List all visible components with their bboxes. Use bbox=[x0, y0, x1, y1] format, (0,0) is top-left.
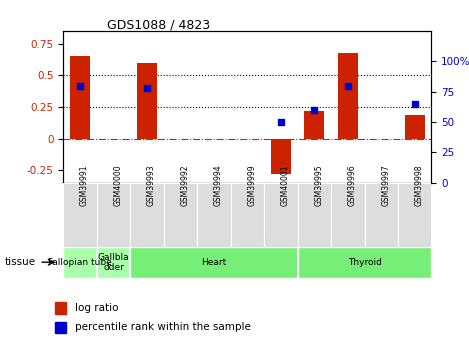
Text: Thyroid: Thyroid bbox=[348, 258, 381, 267]
Bar bbox=[304, 111, 325, 139]
Bar bbox=[63, 183, 97, 247]
Bar bbox=[55, 303, 66, 314]
Bar bbox=[70, 56, 90, 139]
Text: Fallopian tube: Fallopian tube bbox=[48, 258, 112, 267]
Bar bbox=[55, 322, 66, 333]
Bar bbox=[338, 52, 358, 139]
Text: GSM40001: GSM40001 bbox=[281, 164, 290, 206]
Bar bbox=[364, 183, 398, 247]
Bar bbox=[298, 247, 431, 278]
Text: Gallbla
dder: Gallbla dder bbox=[98, 253, 129, 272]
Bar bbox=[130, 183, 164, 247]
Text: GSM39999: GSM39999 bbox=[248, 164, 257, 206]
Bar bbox=[197, 183, 231, 247]
Bar bbox=[164, 183, 197, 247]
Bar bbox=[97, 247, 130, 278]
Bar bbox=[231, 183, 264, 247]
Text: GSM40000: GSM40000 bbox=[113, 164, 122, 206]
Bar bbox=[405, 115, 425, 139]
Text: percentile rank within the sample: percentile rank within the sample bbox=[75, 322, 250, 332]
Text: GSM39996: GSM39996 bbox=[348, 164, 357, 206]
Bar bbox=[137, 63, 157, 139]
Text: Heart: Heart bbox=[201, 258, 227, 267]
Text: GDS1088 / 4823: GDS1088 / 4823 bbox=[107, 18, 211, 31]
Text: GSM39998: GSM39998 bbox=[415, 164, 424, 206]
Bar bbox=[130, 247, 298, 278]
Bar bbox=[264, 183, 298, 247]
Text: GSM39992: GSM39992 bbox=[181, 164, 189, 206]
Bar bbox=[398, 183, 431, 247]
Bar bbox=[298, 183, 331, 247]
Bar bbox=[331, 183, 364, 247]
Text: GSM39997: GSM39997 bbox=[381, 164, 390, 206]
Text: GSM39991: GSM39991 bbox=[80, 164, 89, 206]
Text: log ratio: log ratio bbox=[75, 303, 118, 313]
Text: GSM39993: GSM39993 bbox=[147, 164, 156, 206]
Bar bbox=[63, 247, 97, 278]
Bar bbox=[97, 183, 130, 247]
Text: GSM39995: GSM39995 bbox=[314, 164, 323, 206]
Bar bbox=[271, 139, 291, 174]
Text: tissue: tissue bbox=[5, 257, 36, 267]
Text: GSM39994: GSM39994 bbox=[214, 164, 223, 206]
